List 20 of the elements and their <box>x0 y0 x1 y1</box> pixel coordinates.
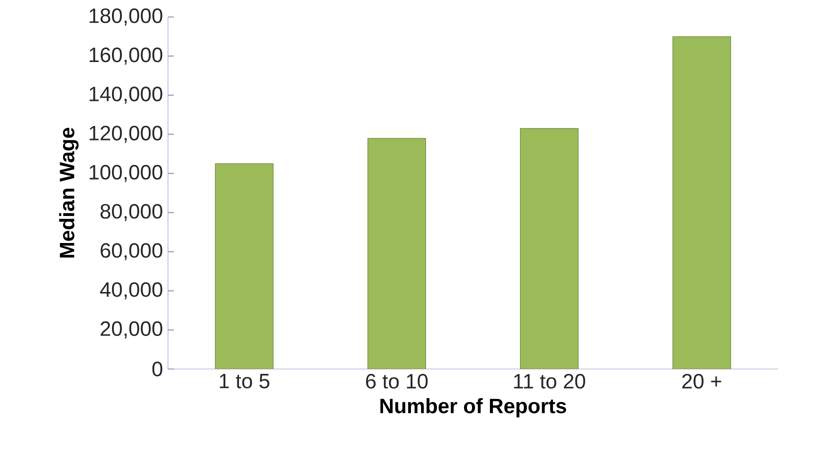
y-tick-label: 80,000 <box>100 204 162 222</box>
bar <box>520 128 579 369</box>
x-tick-label: 20 + <box>682 374 722 389</box>
bar <box>672 36 732 369</box>
y-tick-label: 20,000 <box>100 321 162 338</box>
y-tick-label: 180,000 <box>90 8 162 26</box>
bar <box>368 138 426 369</box>
y-tick-label: 140,000 <box>90 86 162 104</box>
x-axis-title: Number of Reports <box>380 398 566 418</box>
y-tick-label: 160,000 <box>90 48 162 65</box>
bar <box>215 163 274 369</box>
x-tick-label: 11 to 20 <box>514 374 586 389</box>
y-tick-label: 100,000 <box>90 164 162 182</box>
y-tick-label: 0 <box>152 362 162 376</box>
y-tick-label: 40,000 <box>100 282 162 300</box>
y-tick-label: 120,000 <box>90 126 162 143</box>
x-tick-label: 6 to 10 <box>366 374 428 389</box>
y-tick-label: 60,000 <box>100 243 162 260</box>
x-tick-label: 1 to 5 <box>220 374 270 388</box>
y-axis-title: Median Wage <box>59 128 79 258</box>
